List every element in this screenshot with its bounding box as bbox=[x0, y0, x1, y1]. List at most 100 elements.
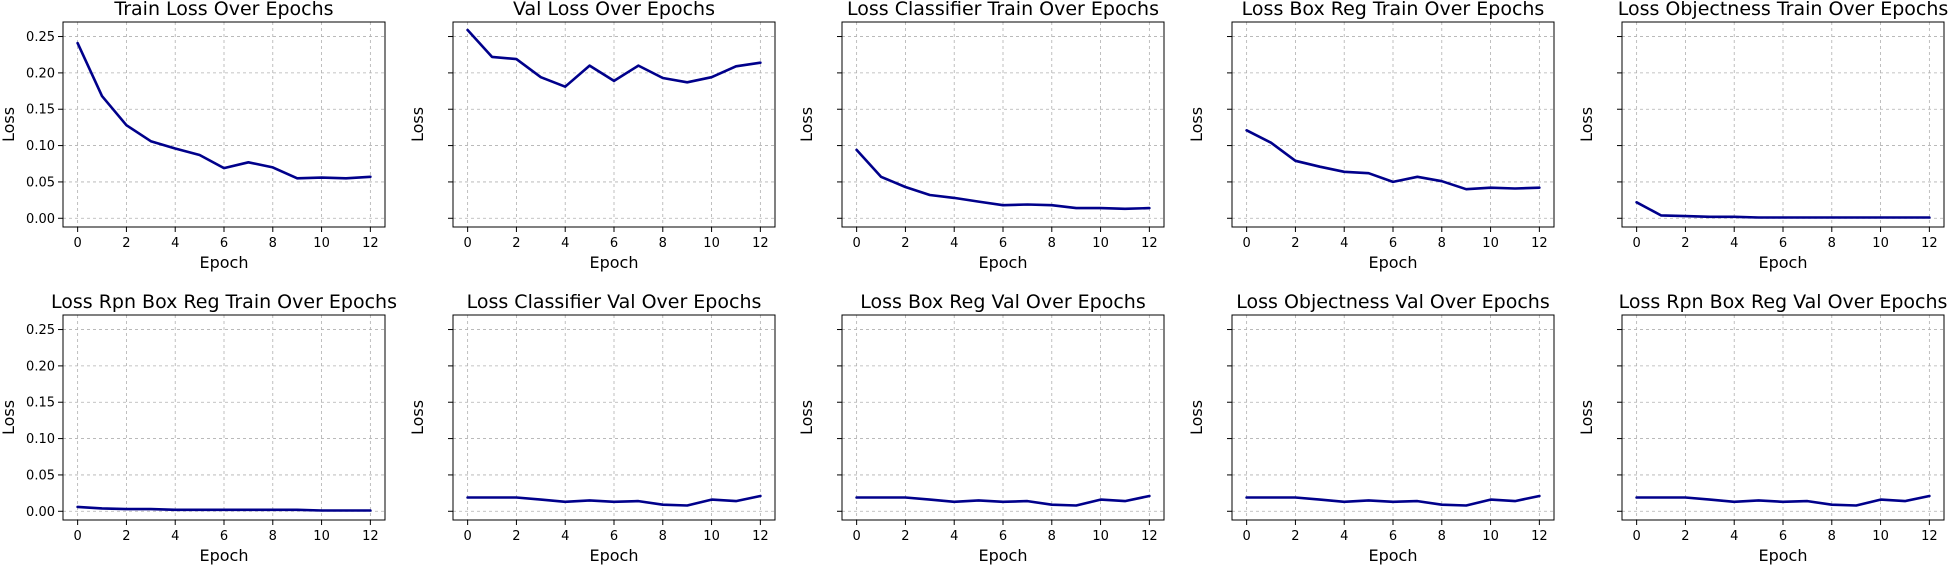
x-tick-label: 8 bbox=[1828, 236, 1836, 251]
chart-title: Loss Rpn Box Reg Val Over Epochs bbox=[1619, 291, 1948, 313]
x-axis-label: Epoch bbox=[590, 253, 639, 272]
chart-title: Loss Rpn Box Reg Train Over Epochs bbox=[51, 291, 397, 313]
chart-title: Train Loss Over Epochs bbox=[113, 0, 333, 20]
x-tick-label: 0 bbox=[852, 529, 860, 544]
x-tick-label: 10 bbox=[1482, 236, 1499, 251]
axes-frame bbox=[1621, 21, 1945, 228]
axes-frame bbox=[1231, 21, 1555, 228]
x-axis-label: Epoch bbox=[590, 546, 639, 565]
loss-series-line bbox=[855, 494, 1151, 507]
x-tick-label: 10 bbox=[703, 529, 720, 544]
y-axis-label: Loss bbox=[0, 107, 18, 142]
loss-series-line bbox=[1245, 129, 1541, 191]
x-tick-label: 6 bbox=[1779, 236, 1787, 251]
chart-title: Val Loss Over Epochs bbox=[513, 0, 715, 20]
x-axis-label: Epoch bbox=[979, 546, 1028, 565]
x-tick-label: 12 bbox=[1921, 529, 1938, 544]
x-tick-label: 12 bbox=[1531, 529, 1548, 544]
x-tick-label: 12 bbox=[752, 236, 769, 251]
x-tick-label: 0 bbox=[852, 236, 860, 251]
loss-series-line bbox=[76, 505, 372, 512]
loss-series-line bbox=[1635, 201, 1931, 219]
y-axis-label: Loss bbox=[1187, 400, 1206, 435]
x-axis-label: Epoch bbox=[200, 253, 249, 272]
loss-series-line bbox=[1635, 494, 1931, 507]
x-tick-label: 6 bbox=[1389, 529, 1397, 544]
y-axis-label: Loss bbox=[408, 107, 427, 142]
x-tick-label: 0 bbox=[73, 236, 81, 251]
x-tick-label: 2 bbox=[1291, 236, 1299, 251]
x-tick-label: 4 bbox=[561, 529, 569, 544]
x-axis-label: Epoch bbox=[979, 253, 1028, 272]
x-tick-label: 6 bbox=[1779, 529, 1787, 544]
axes-frame bbox=[1621, 314, 1945, 521]
x-tick-label: 8 bbox=[269, 236, 277, 251]
y-tick-label: 0.15 bbox=[26, 396, 55, 411]
x-axis-label: Epoch bbox=[1369, 253, 1418, 272]
y-tick-label: 0.25 bbox=[26, 30, 55, 45]
x-tick-label: 6 bbox=[610, 529, 618, 544]
x-tick-label: 6 bbox=[610, 236, 618, 251]
x-tick-label: 2 bbox=[1681, 529, 1689, 544]
axes-frame bbox=[841, 314, 1165, 521]
x-tick-label: 8 bbox=[659, 529, 667, 544]
chart-title: Loss Classifier Train Over Epochs bbox=[847, 0, 1159, 20]
x-tick-label: 12 bbox=[362, 236, 379, 251]
x-tick-label: 6 bbox=[220, 236, 228, 251]
x-tick-label: 12 bbox=[1141, 236, 1158, 251]
axes-frame bbox=[452, 314, 776, 521]
x-tick-label: 2 bbox=[901, 236, 909, 251]
y-tick-label: 0.00 bbox=[26, 505, 55, 520]
x-tick-label: 6 bbox=[1389, 236, 1397, 251]
axes-frame bbox=[841, 21, 1165, 228]
loss-series-line bbox=[466, 28, 762, 88]
x-tick-label: 12 bbox=[1141, 529, 1158, 544]
loss-series-line bbox=[855, 148, 1151, 211]
loss-series-line bbox=[1245, 494, 1541, 507]
chart-title: Loss Classifier Val Over Epochs bbox=[467, 291, 762, 313]
y-tick-label: 0.10 bbox=[26, 139, 55, 154]
y-axis-label: Loss bbox=[1577, 107, 1596, 142]
x-tick-label: 0 bbox=[1242, 529, 1250, 544]
x-tick-label: 6 bbox=[999, 529, 1007, 544]
x-tick-label: 4 bbox=[1340, 529, 1348, 544]
x-tick-label: 4 bbox=[1730, 529, 1738, 544]
subplot-6: 0 2 4 6 8 10 12 0.00 0.05 0.10 0.15 0.20 0.25 Loss Rp… bbox=[0, 291, 397, 565]
x-tick-label: 6 bbox=[999, 236, 1007, 251]
x-tick-label: 10 bbox=[1092, 529, 1109, 544]
x-tick-label: 10 bbox=[1872, 529, 1889, 544]
x-tick-label: 4 bbox=[950, 529, 958, 544]
x-tick-label: 2 bbox=[512, 529, 520, 544]
subplot-5: 0 2 4 6 8 10 12 Loss Objectness Train Over Epoc… bbox=[1577, 0, 1948, 272]
y-tick-label: 0.10 bbox=[26, 432, 55, 447]
x-tick-label: 12 bbox=[1531, 236, 1548, 251]
axes-frame bbox=[452, 21, 776, 228]
axes-frame bbox=[1231, 314, 1555, 521]
subplot-8: 0 2 4 6 8 10 12 Loss Box Reg Val Over Epochs Epo… bbox=[797, 291, 1165, 565]
x-tick-label: 10 bbox=[703, 236, 720, 251]
x-tick-label: 2 bbox=[122, 236, 130, 251]
x-tick-label: 6 bbox=[220, 529, 228, 544]
axes-frame bbox=[62, 21, 386, 228]
y-axis-label: Loss bbox=[1577, 400, 1596, 435]
x-tick-label: 8 bbox=[269, 529, 277, 544]
x-tick-label: 4 bbox=[171, 236, 179, 251]
y-axis-label: Loss bbox=[408, 400, 427, 435]
subplot-7: 0 2 4 6 8 10 12 Loss Classifier Val Over Epochs… bbox=[408, 291, 776, 565]
y-tick-label: 0.05 bbox=[26, 175, 55, 190]
y-tick-label: 0.25 bbox=[26, 323, 55, 338]
x-tick-label: 12 bbox=[362, 529, 379, 544]
chart-title: Loss Objectness Val Over Epochs bbox=[1236, 291, 1549, 313]
x-tick-label: 12 bbox=[752, 529, 769, 544]
subplot-4: 0 2 4 6 8 10 12 Loss Box Reg Train Over Epochs E… bbox=[1187, 0, 1555, 272]
x-tick-label: 12 bbox=[1921, 236, 1938, 251]
x-tick-label: 8 bbox=[659, 236, 667, 251]
chart-title: Loss Box Reg Train Over Epochs bbox=[1242, 0, 1545, 20]
x-tick-label: 4 bbox=[1730, 236, 1738, 251]
subplot-2: 0 2 4 6 8 10 12 Val Loss Over Epochs Epoch Loss bbox=[408, 0, 776, 272]
x-axis-label: Epoch bbox=[1759, 253, 1808, 272]
x-axis-label: Epoch bbox=[1369, 546, 1418, 565]
y-axis-label: Loss bbox=[1187, 107, 1206, 142]
x-tick-label: 10 bbox=[1482, 529, 1499, 544]
